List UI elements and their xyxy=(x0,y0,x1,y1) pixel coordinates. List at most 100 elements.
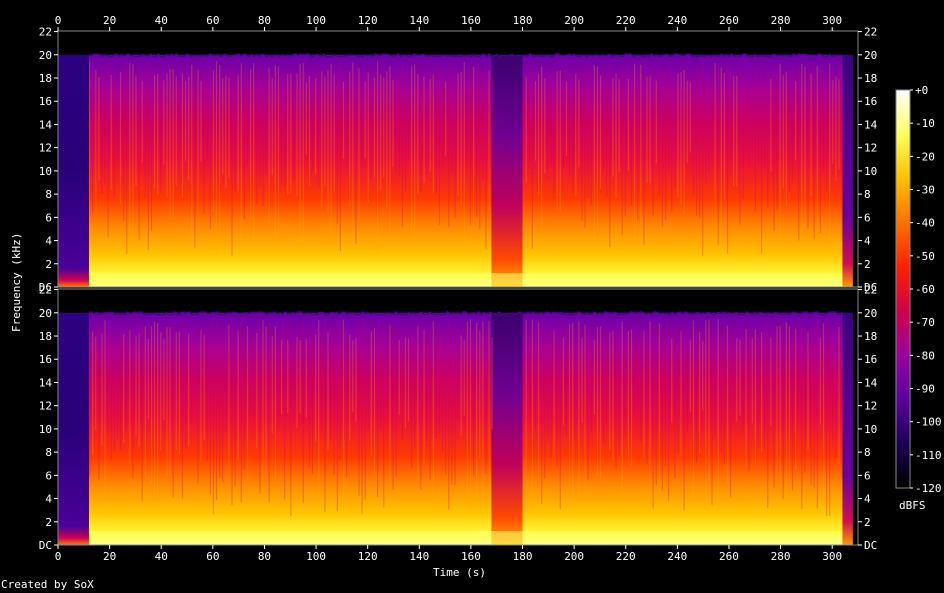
y-tick-label-right: 8 xyxy=(864,446,871,459)
y-tick-label-right: 8 xyxy=(864,188,871,201)
x-tick-label-top: 300 xyxy=(822,14,842,27)
y-tick-label-right: 6 xyxy=(864,211,871,224)
y-tick-label-right: 16 xyxy=(864,95,877,108)
x-tick-label-bottom: 180 xyxy=(513,550,533,563)
texture-streaks xyxy=(88,60,843,258)
y-tick-label-right: 6 xyxy=(864,469,871,482)
creator-credit: Created by SoX xyxy=(1,578,94,591)
y-tick-label-left: 14 xyxy=(39,376,53,389)
x-tick-label-top: 40 xyxy=(155,14,168,27)
colorbar-unit-label: dBFS xyxy=(899,499,926,512)
segment-168-180s xyxy=(491,54,523,288)
y-tick-label-right: 18 xyxy=(864,72,877,85)
y-tick-label-right: 22 xyxy=(864,26,877,39)
spectrum-top-edge xyxy=(89,52,843,58)
y-tick-label-left: 10 xyxy=(39,423,52,436)
y-tick-label-left: 12 xyxy=(39,400,52,413)
panel-frame xyxy=(57,30,859,288)
y-tick-label-right: 2 xyxy=(864,516,871,529)
x-tick-label-top: 120 xyxy=(358,14,378,27)
x-tick-label-bottom: 60 xyxy=(206,550,219,563)
y-tick-label-left: 20 xyxy=(39,307,52,320)
x-tick-label-top: 140 xyxy=(409,14,429,27)
x-tick-label-top: 100 xyxy=(306,14,326,27)
segment-304-308s xyxy=(842,54,853,288)
y-tick-label-right: 10 xyxy=(864,423,877,436)
x-tick-label-bottom: 280 xyxy=(771,550,791,563)
y-tick-label-left: 16 xyxy=(39,95,52,108)
x-tick-label-bottom: 160 xyxy=(461,550,481,563)
y-tick-label-right: 14 xyxy=(864,118,878,131)
segment-12-168s xyxy=(88,54,492,288)
y-tick-label-left: 16 xyxy=(39,353,52,366)
y-tick-label-left: 18 xyxy=(39,72,52,85)
y-tick-label-right: 4 xyxy=(864,493,871,506)
y-tick-label-left: 4 xyxy=(45,235,52,248)
colorbar xyxy=(895,89,911,489)
y-tick-label-left: 18 xyxy=(39,330,52,343)
colorbar-tick-label: -40 xyxy=(915,217,935,230)
colorbar-tick-label: -60 xyxy=(915,283,935,296)
x-tick-label-bottom: 240 xyxy=(667,550,687,563)
x-tick-label-bottom: 100 xyxy=(306,550,326,563)
y-tick-label-right: DC xyxy=(864,539,877,552)
colorbar-tick-label: -10 xyxy=(915,117,935,130)
segment-0-12s xyxy=(58,312,89,545)
y-tick-label-left: 22 xyxy=(39,284,52,297)
x-tick-label-bottom: 140 xyxy=(409,550,429,563)
y-tick-label-right: 4 xyxy=(864,235,871,248)
colorbar-tick-label: -120 xyxy=(915,482,942,495)
segment-304-308s xyxy=(842,312,853,545)
x-tick-label-bottom: 0 xyxy=(55,550,62,563)
x-tick-label-top: 60 xyxy=(206,14,219,27)
colorbar-tick-label: -70 xyxy=(915,316,935,329)
segment-180-304s xyxy=(522,312,843,545)
segment-12-168s xyxy=(88,312,492,545)
x-tick-label-bottom: 300 xyxy=(822,550,842,563)
y-tick-label-right: 18 xyxy=(864,330,877,343)
x-tick-label-top: 80 xyxy=(258,14,271,27)
x-tick-label-bottom: 220 xyxy=(616,550,636,563)
y-tick-label-right: 20 xyxy=(864,49,877,62)
y-tick-label-left: DC xyxy=(39,281,52,294)
y-tick-label-right: 2 xyxy=(864,258,871,271)
x-tick-label-top: 160 xyxy=(461,14,481,27)
spectrum-top-edge xyxy=(88,310,843,316)
y-tick-label-left: 2 xyxy=(45,258,52,271)
x-tick-label-top: 180 xyxy=(513,14,533,27)
y-tick-label-right: 12 xyxy=(864,142,877,155)
low-band xyxy=(88,531,843,545)
y-tick-label-right: 20 xyxy=(864,307,877,320)
x-tick-label-top: 220 xyxy=(616,14,636,27)
y-tick-label-right: DC xyxy=(864,281,877,294)
y-tick-label-left: 10 xyxy=(39,165,52,178)
colorbar-tick-label: -80 xyxy=(915,349,935,362)
y-tick-label-left: 22 xyxy=(39,26,52,39)
y-tick-label-left: 12 xyxy=(39,142,52,155)
x-tick-label-top: 260 xyxy=(719,14,739,27)
y-tick-label-left: 20 xyxy=(39,49,52,62)
colorbar-tick-label: +0 xyxy=(915,84,928,97)
y-tick-label-left: DC xyxy=(39,539,52,552)
x-tick-label-bottom: 40 xyxy=(155,550,168,563)
y-tick-label-left: 6 xyxy=(45,469,52,482)
y-tick-label-right: 16 xyxy=(864,353,877,366)
x-tick-label-bottom: 260 xyxy=(719,550,739,563)
x-tick-label-top: 20 xyxy=(103,14,116,27)
colorbar-tick-label: -30 xyxy=(915,184,935,197)
y-tick-label-left: 8 xyxy=(45,446,52,459)
x-tick-label-top: 200 xyxy=(564,14,584,27)
x-tick-label-bottom: 120 xyxy=(358,550,378,563)
x-tick-label-bottom: 80 xyxy=(258,550,271,563)
y-tick-label-left: 4 xyxy=(45,493,52,506)
x-tick-label-bottom: 20 xyxy=(103,550,116,563)
colorbar-tick-label: -110 xyxy=(915,449,942,462)
texture-streaks xyxy=(88,318,843,517)
x-tick-label-top: 280 xyxy=(771,14,791,27)
segment-180-304s xyxy=(522,54,843,288)
colorbar-tick-label: -100 xyxy=(915,416,942,429)
x-tick-label-top: 240 xyxy=(667,14,687,27)
y-axis-label: Frequency (kHz) xyxy=(10,232,23,332)
